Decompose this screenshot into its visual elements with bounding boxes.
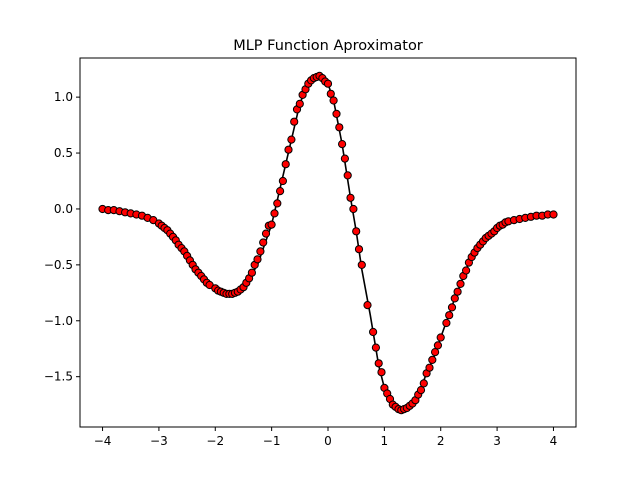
data-point [416, 386, 426, 395]
data-point [261, 229, 271, 238]
data-point [253, 255, 262, 264]
data-point [284, 145, 293, 154]
data-point [357, 260, 366, 269]
data-point [369, 327, 378, 337]
data-point [431, 348, 440, 357]
x-tick-label: 1 [381, 434, 389, 448]
x-tick-label: −3 [150, 434, 168, 448]
x-tick-label: −2 [206, 434, 224, 448]
x-axis: −4 −3 −2 −1 0 1 2 3 4 [94, 427, 558, 448]
data-point [295, 99, 304, 108]
data-point [425, 363, 434, 372]
x-tick-label: 0 [324, 434, 332, 448]
data-point [436, 333, 445, 342]
y-tick-label: −0.5 [44, 258, 73, 272]
plot-area [98, 71, 558, 415]
data-point [332, 109, 341, 119]
data-point [338, 140, 347, 149]
data-point [287, 135, 296, 144]
data-point [374, 359, 383, 368]
y-axis: −1.5 −1.0 −0.5 0.0 0.5 1.0 [44, 90, 80, 384]
data-point [247, 268, 256, 277]
data-point [428, 355, 437, 364]
data-point [326, 89, 335, 98]
data-point [281, 160, 290, 169]
data-point [343, 171, 352, 180]
data-point [346, 193, 355, 202]
data-point [323, 79, 333, 88]
x-tick-label: 2 [437, 434, 445, 448]
data-point [450, 294, 459, 303]
data-point [256, 247, 265, 256]
data-point [354, 245, 364, 254]
data-point [442, 318, 451, 328]
y-tick-label: 0.5 [54, 146, 73, 160]
data-point [377, 368, 386, 377]
data-point [462, 266, 471, 275]
data-point [363, 301, 372, 310]
x-tick-label: −4 [94, 434, 112, 448]
x-tick-label: 4 [550, 434, 558, 448]
data-point [270, 209, 279, 218]
data-point [453, 287, 462, 296]
data-point [290, 117, 299, 126]
data-point [445, 311, 454, 320]
data-point [267, 220, 276, 229]
data-point [340, 154, 349, 163]
y-tick-label: 1.0 [54, 90, 73, 104]
data-point [549, 210, 558, 219]
data-point [349, 204, 358, 214]
data-point [456, 279, 465, 288]
data-point [276, 187, 285, 196]
y-tick-label: −1.5 [44, 370, 73, 384]
data-point [352, 227, 361, 236]
x-tick-label: 3 [493, 434, 501, 448]
chart-title: MLP Function Aproximator [233, 38, 423, 54]
y-tick-label: −1.0 [44, 314, 73, 328]
data-point [433, 341, 442, 350]
y-tick-label: 0.0 [54, 202, 73, 216]
axes-frame [79, 57, 577, 428]
data-point [278, 176, 287, 186]
data-point [371, 343, 380, 352]
data-point [335, 123, 344, 132]
x-tick-label: −1 [263, 434, 281, 448]
data-point [259, 238, 268, 247]
data-point [273, 199, 282, 208]
data-point [447, 303, 457, 312]
data-point [329, 96, 338, 105]
data-point [419, 379, 428, 388]
